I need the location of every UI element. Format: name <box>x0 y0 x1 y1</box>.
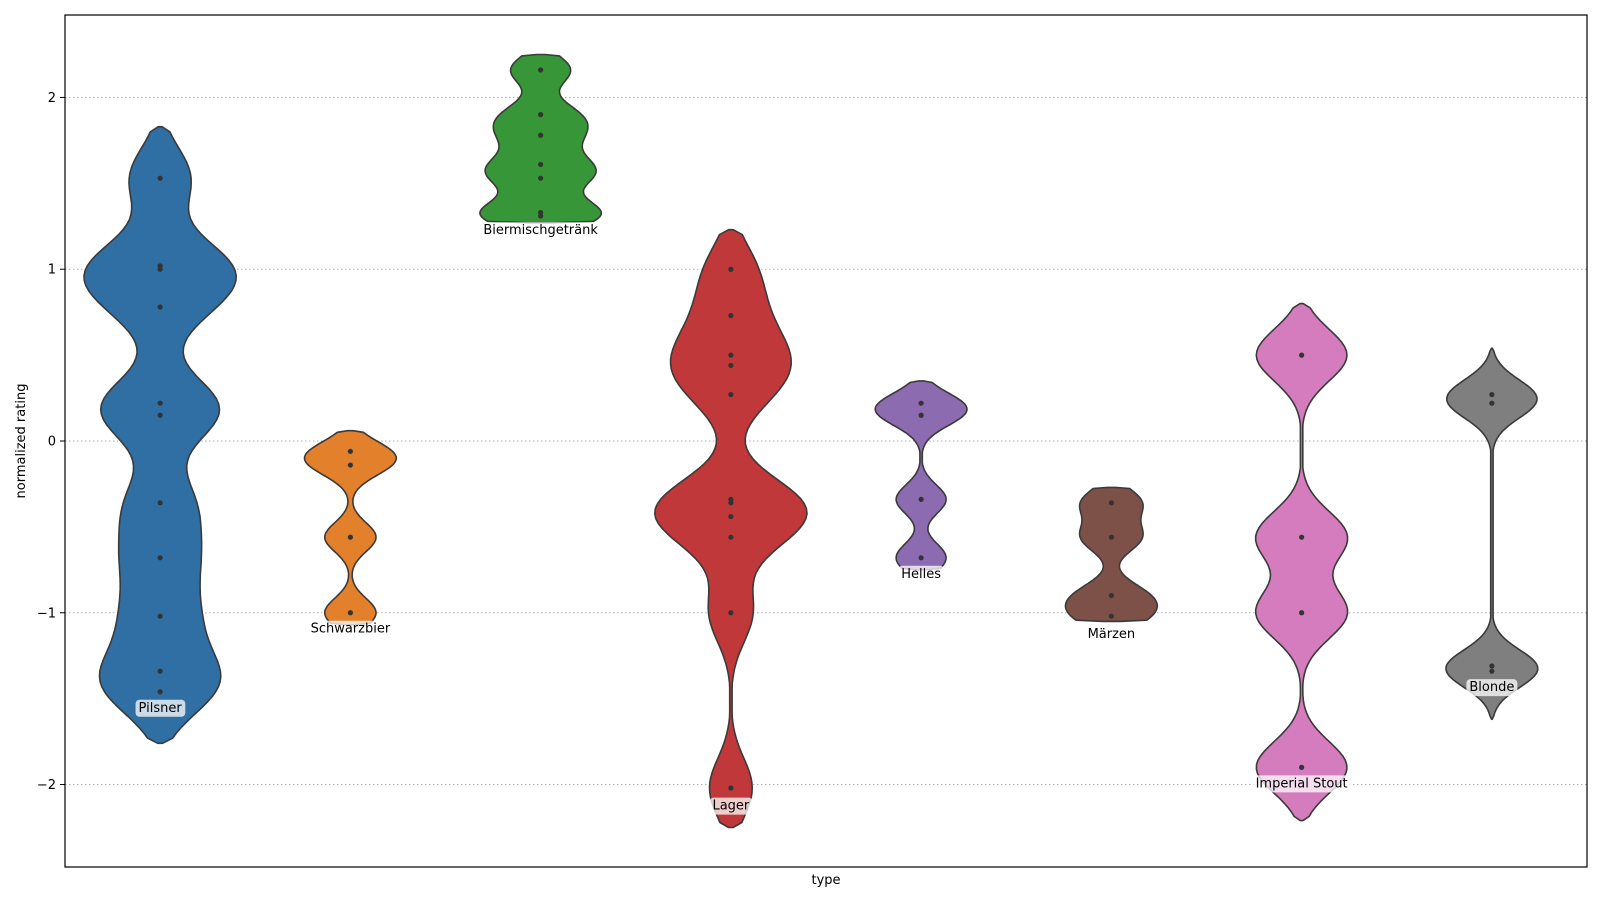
data-point <box>728 266 734 272</box>
data-point <box>1299 534 1305 540</box>
y-tick-label: −1 <box>37 606 56 621</box>
data-point <box>538 132 544 138</box>
violin-label-box <box>307 620 394 638</box>
data-point <box>538 175 544 181</box>
violin-labels: Pilsner Schwarzbier Biermischgetränk Lager H… <box>135 222 1518 815</box>
violin-body <box>654 228 808 829</box>
data-point <box>157 500 163 506</box>
data-point <box>157 412 163 418</box>
violin-label-box <box>1084 625 1139 643</box>
data-point <box>538 67 544 73</box>
data-point <box>157 668 163 674</box>
violin-label-box <box>135 699 186 717</box>
data-point <box>728 362 734 369</box>
y-axis: 2 1 0 −1 −2 <box>37 91 65 793</box>
data-point <box>157 175 163 181</box>
violin-label-box <box>480 222 602 240</box>
data-point <box>728 534 734 540</box>
violins <box>83 53 1539 829</box>
data-point <box>728 500 734 506</box>
data-point <box>1299 764 1305 770</box>
violin-body <box>1445 347 1539 721</box>
violin-label-box <box>898 565 945 583</box>
violin-label: Pilsner <box>139 701 183 716</box>
data-point <box>728 313 734 319</box>
violin-label-box <box>1466 679 1518 697</box>
data-point <box>347 610 353 616</box>
data-point <box>1489 668 1495 674</box>
data-point <box>728 785 734 791</box>
violin-label-box <box>1252 775 1351 793</box>
data-point <box>538 161 544 168</box>
data-point <box>728 610 734 616</box>
y-tick-label: −2 <box>37 778 56 793</box>
violin-label: Blonde <box>1469 680 1514 695</box>
data-point <box>728 513 734 520</box>
violin-label-box <box>709 797 753 815</box>
data-point <box>538 213 544 219</box>
y-axis-label: normalized rating <box>14 384 29 499</box>
data-point <box>918 496 924 503</box>
data-point <box>1108 534 1114 540</box>
violin-body <box>479 53 603 224</box>
violin-body <box>303 429 398 626</box>
data-point <box>728 352 734 358</box>
x-axis-label: type <box>811 873 840 888</box>
grid-lines <box>65 96 1587 786</box>
data-point <box>728 392 734 398</box>
data-point <box>157 400 163 406</box>
data-point <box>918 400 924 406</box>
data-point <box>918 412 924 418</box>
y-tick-label: 0 <box>48 435 56 450</box>
violin-body <box>1064 486 1159 623</box>
violin-label: Imperial Stout <box>1256 776 1348 791</box>
data-point <box>1489 392 1495 398</box>
data-point <box>157 613 163 619</box>
y-tick-label: 2 <box>48 91 56 106</box>
data-point <box>918 555 924 561</box>
violin-body <box>874 380 968 571</box>
data-point <box>1108 592 1114 599</box>
data-point <box>1299 610 1305 616</box>
data-point <box>347 534 353 540</box>
violin-body <box>83 125 237 745</box>
data-point <box>1108 613 1114 619</box>
data-point <box>157 304 163 310</box>
violin-label: Märzen <box>1088 627 1136 642</box>
data-point <box>347 462 353 468</box>
violin-label: Lager <box>712 799 749 814</box>
data-point <box>1489 400 1495 406</box>
violin-label: Schwarzbier <box>311 622 391 637</box>
data-point <box>538 112 544 118</box>
data-point <box>1108 500 1114 506</box>
violin-label: Helles <box>901 567 941 582</box>
data-point <box>1299 352 1305 358</box>
violin-label: Biermischgetränk <box>483 223 598 238</box>
data-point <box>347 448 353 454</box>
data-point <box>157 266 163 272</box>
violin-body <box>1254 302 1349 822</box>
data-point <box>157 689 163 695</box>
data-point <box>157 555 163 561</box>
y-tick-label: 1 <box>48 263 56 278</box>
data-point <box>1489 663 1495 669</box>
